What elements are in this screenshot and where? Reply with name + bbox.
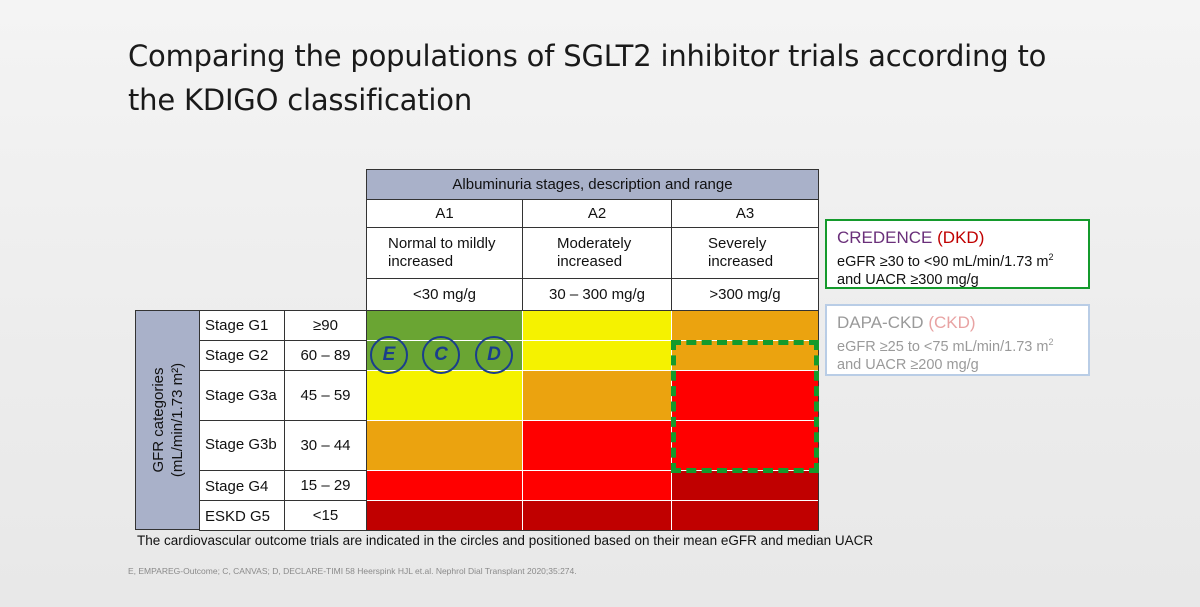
dapa-legend: DAPA-CKD (CKD) eGFR ≥25 to <75 mL/min/1.… (825, 304, 1090, 376)
credence-line2: and UACR ≥300 mg/g (837, 271, 979, 288)
risk-cell-r5-c0 (367, 501, 523, 530)
risk-cell-r5-c1 (523, 501, 672, 530)
credence-abbr: (DKD) (937, 228, 985, 247)
col-a3-description: Severely increased (671, 227, 819, 279)
risk-cell-r2-c1 (523, 371, 672, 421)
page-title: Comparing the populations of SGLT2 inhib… (128, 39, 1047, 117)
col-a2-stage: A2 (522, 199, 672, 228)
row-g5-range: <15 (284, 500, 367, 531)
albuminuria-header-label: Albuminuria stages, description and rang… (452, 175, 733, 193)
trial-circle-d: D (475, 336, 513, 374)
row-g3b-stage: Stage G3b (199, 420, 285, 471)
row-g3a-stage: Stage G3a (199, 370, 285, 421)
risk-cell-r4-c2 (672, 471, 818, 501)
risk-cell-r0-c2 (672, 311, 818, 341)
risk-cell-r1-c1 (523, 341, 672, 371)
trial-letter-e: E (382, 344, 396, 365)
risk-cell-r5-c2 (672, 501, 818, 530)
row-g3b-range: 30 – 44 (284, 420, 367, 471)
row-g1-range: ≥90 (284, 310, 367, 341)
row-g4-stage: Stage G4 (199, 470, 285, 501)
row-g5-stage: ESKD G5 (199, 500, 285, 531)
gfr-axis-label-line1: GFR categories (149, 367, 167, 473)
col-a1-range: <30 mg/g (366, 278, 523, 311)
albuminuria-header: Albuminuria stages, description and rang… (366, 169, 819, 200)
dapa-line1: eGFR ≥25 to <75 mL/min/1.73 m (837, 338, 1049, 355)
trial-circle-e: E (370, 336, 408, 374)
risk-cell-r2-c2 (672, 371, 818, 421)
dapa-abbr: (CKD) (928, 313, 976, 332)
col-a1-stage: A1 (366, 199, 523, 228)
trial-letter-c: C (434, 344, 448, 365)
risk-cell-r3-c0 (367, 421, 523, 471)
col-a2-range: 30 – 300 mg/g (522, 278, 672, 311)
row-g3a-range: 45 – 59 (284, 370, 367, 421)
row-g2-range: 60 – 89 (284, 340, 367, 371)
credence-name: CREDENCE (837, 228, 933, 247)
credence-population-outline (671, 340, 819, 473)
risk-cell-r3-c1 (523, 421, 672, 471)
col-a1-description: Normal to mildly increased (366, 227, 523, 279)
risk-cell-r1-c2 (672, 341, 818, 371)
credence-legend: CREDENCE (DKD) eGFR ≥30 to <90 mL/min/1.… (825, 219, 1090, 289)
trial-letter-d: D (487, 344, 501, 365)
row-g1-stage: Stage G1 (199, 310, 285, 341)
gfr-axis-label-line2: (mL/min/1.73 m²) (168, 362, 186, 478)
dapa-line2: and UACR ≥200 mg/g (837, 356, 979, 373)
dapa-name: DAPA-CKD (837, 313, 924, 332)
risk-cell-r4-c1 (523, 471, 672, 501)
footnote: The cardiovascular outcome trials are in… (137, 533, 874, 548)
col-a3-stage: A3 (671, 199, 819, 228)
reference: E, EMPAREG-Outcome; C, CANVAS; D, DECLAR… (128, 566, 577, 576)
col-a2-description: Moderately increased (522, 227, 672, 279)
row-g4-range: 15 – 29 (284, 470, 367, 501)
credence-line1: eGFR ≥30 to <90 mL/min/1.73 m (837, 253, 1049, 270)
risk-cell-r2-c0 (367, 371, 523, 421)
risk-cell-r4-c0 (367, 471, 523, 501)
row-g2-stage: Stage G2 (199, 340, 285, 371)
risk-cell-r0-c1 (523, 311, 672, 341)
col-a3-range: >300 mg/g (671, 278, 819, 311)
gfr-axis-label: GFR categories (mL/min/1.73 m²) (135, 310, 200, 530)
trial-circle-c: C (422, 336, 460, 374)
